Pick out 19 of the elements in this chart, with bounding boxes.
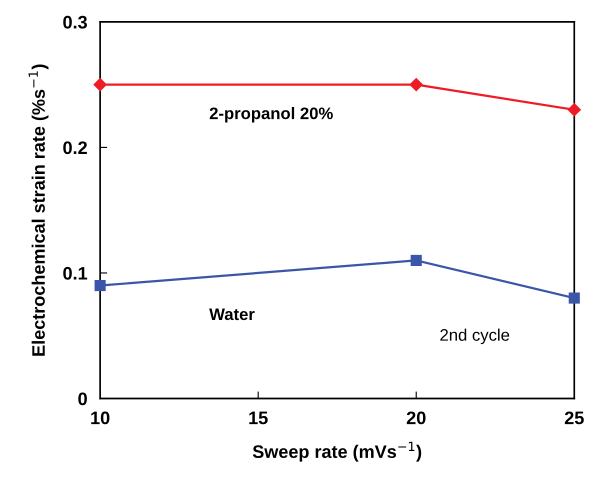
point xyxy=(410,254,422,266)
y-tick-label: 0.2 xyxy=(63,141,87,154)
point xyxy=(94,280,106,292)
y-tick-label: 0 xyxy=(78,392,87,406)
y-axis-title: Electrochemical strain rate (%s$^{−1}$) xyxy=(28,64,48,356)
x-tick-label: 25 xyxy=(564,411,584,424)
annotation: 2nd cycle xyxy=(440,328,510,344)
series-label: Water xyxy=(209,308,255,320)
point xyxy=(410,78,423,92)
y-tick-label: 0.1 xyxy=(63,266,88,280)
point xyxy=(568,292,580,304)
point xyxy=(568,103,581,116)
x-tick-label: 20 xyxy=(406,411,426,424)
y-tick-label: 0.3 xyxy=(63,16,87,29)
x-tick-label: 10 xyxy=(91,411,110,424)
point xyxy=(94,78,107,92)
x-axis-title: Sweep rate (mVs$^{−1}$) xyxy=(252,442,422,462)
x-tick-label: 15 xyxy=(249,412,268,424)
series-label: 2-propanol 20% xyxy=(210,107,333,123)
